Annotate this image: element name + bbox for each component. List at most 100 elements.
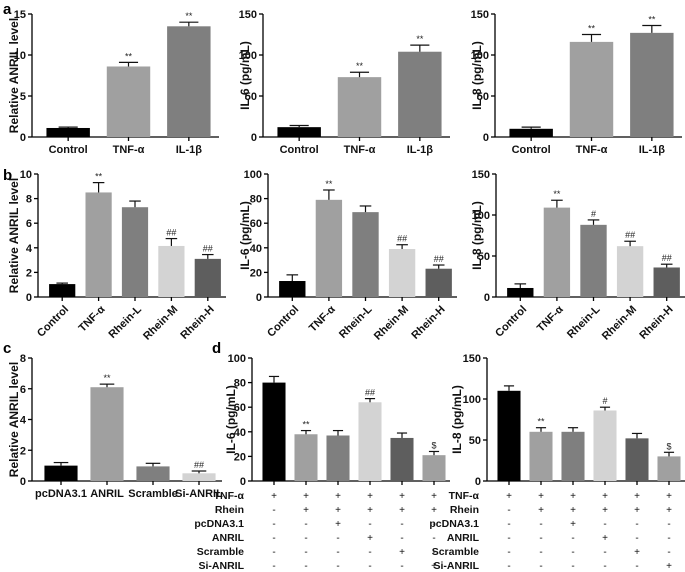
- bar: [509, 128, 553, 137]
- condition-sign: -: [304, 547, 307, 558]
- significance-label: **: [356, 61, 364, 71]
- bar: [182, 473, 216, 481]
- condition-sign: +: [634, 491, 640, 502]
- significance-label: $: [431, 440, 436, 450]
- bar: [630, 32, 674, 137]
- bar: [569, 41, 614, 137]
- condition-label: Rhein: [450, 504, 479, 516]
- x-tick-label: Rhein-L: [337, 303, 375, 341]
- y-tick-label: 0: [26, 292, 32, 304]
- bar: [262, 382, 286, 481]
- bar: [294, 434, 318, 481]
- significance-label: ##: [194, 460, 204, 470]
- significance-label: ##: [625, 230, 635, 240]
- bar: [580, 224, 607, 297]
- bar: [422, 455, 446, 481]
- condition-sign: +: [431, 561, 437, 572]
- condition-sign: -: [635, 519, 638, 530]
- condition-sign: +: [431, 505, 437, 516]
- chart-b3: 0 50 100 150 IL-8 (pg/mL) Control ** TNF-α # Rhei…: [470, 169, 685, 343]
- condition-sign: -: [272, 505, 275, 516]
- y-tick-label: 100: [472, 210, 490, 222]
- condition-sign: -: [432, 533, 435, 544]
- condition-sign: -: [272, 547, 275, 558]
- bar: [625, 438, 649, 481]
- x-tick-label: TNF-α: [113, 144, 145, 156]
- x-tick-label: Control: [49, 144, 88, 156]
- bar: [279, 281, 306, 297]
- condition-sign: +: [570, 491, 576, 502]
- significance-label: **: [553, 189, 561, 199]
- condition-sign: +: [303, 505, 309, 516]
- x-tick-label: Rhein-H: [637, 303, 675, 341]
- condition-sign: -: [507, 519, 510, 530]
- bar: [194, 258, 221, 297]
- condition-sign: -: [272, 519, 275, 530]
- y-tick-label: 150: [463, 353, 481, 365]
- condition-sign: -: [635, 561, 638, 572]
- condition-sign: +: [399, 547, 405, 558]
- x-tick-label: IL-1β: [176, 144, 203, 156]
- condition-sign: +: [303, 491, 309, 502]
- bar: [425, 268, 452, 297]
- condition-sign: -: [272, 533, 275, 544]
- condition-sign: -: [400, 519, 403, 530]
- bar: [529, 431, 553, 481]
- condition-label: Rhein: [215, 504, 244, 516]
- significance-label: **: [325, 179, 333, 189]
- y-axis-label: IL-8 (pg/mL): [450, 385, 464, 454]
- x-tick-label: Control: [493, 303, 529, 339]
- y-axis-label: IL-6 (pg/mL): [238, 41, 252, 110]
- condition-label: ANRIL: [212, 532, 245, 544]
- condition-sign: +: [399, 491, 405, 502]
- y-tick-label: 100: [239, 50, 257, 62]
- condition-sign: +: [602, 491, 608, 502]
- x-tick-label: Rhein-H: [409, 303, 447, 341]
- y-tick-label: 150: [471, 9, 489, 21]
- condition-sign: -: [432, 547, 435, 558]
- y-tick-label: 0: [483, 132, 489, 144]
- bar: [390, 437, 414, 481]
- y-tick-label: 100: [228, 353, 246, 365]
- significance-label: $: [666, 441, 671, 451]
- condition-sign: -: [304, 533, 307, 544]
- y-tick-label: 50: [469, 435, 481, 447]
- x-tick-label: Si-ANRIL: [175, 488, 223, 500]
- condition-sign: +: [666, 505, 672, 516]
- condition-sign: +: [367, 491, 373, 502]
- condition-sign: -: [603, 519, 606, 530]
- condition-sign: -: [603, 561, 606, 572]
- condition-sign: -: [432, 519, 435, 530]
- x-tick-label: TNF-α: [77, 303, 108, 334]
- y-tick-label: 2: [20, 445, 26, 457]
- y-tick-label: 60: [234, 402, 246, 414]
- condition-sign: +: [602, 505, 608, 516]
- condition-sign: -: [336, 547, 339, 558]
- y-tick-label: 6: [20, 384, 26, 396]
- y-axis-label: IL-6 (pg/mL): [238, 201, 252, 270]
- bar: [46, 127, 90, 137]
- significance-label: ##: [365, 388, 375, 398]
- condition-sign: -: [400, 561, 403, 572]
- condition-sign: -: [272, 561, 275, 572]
- y-tick-label: 0: [484, 292, 490, 304]
- condition-label: TNF-α: [214, 490, 245, 502]
- bar: [352, 212, 379, 297]
- bar: [90, 387, 124, 481]
- bar: [497, 390, 521, 481]
- x-tick-label: Rhein-M: [600, 303, 639, 342]
- condition-sign: +: [335, 491, 341, 502]
- x-tick-label: Control: [280, 144, 319, 156]
- y-tick-label: 2: [26, 267, 32, 279]
- x-tick-label: Rhein-H: [178, 303, 216, 341]
- x-tick-label: Rhein-M: [141, 303, 180, 342]
- y-tick-label: 5: [20, 91, 26, 103]
- significance-label: #: [591, 209, 596, 219]
- condition-sign: +: [538, 505, 544, 516]
- bar: [507, 287, 534, 297]
- significance-label: **: [537, 417, 545, 427]
- bar: [337, 77, 382, 137]
